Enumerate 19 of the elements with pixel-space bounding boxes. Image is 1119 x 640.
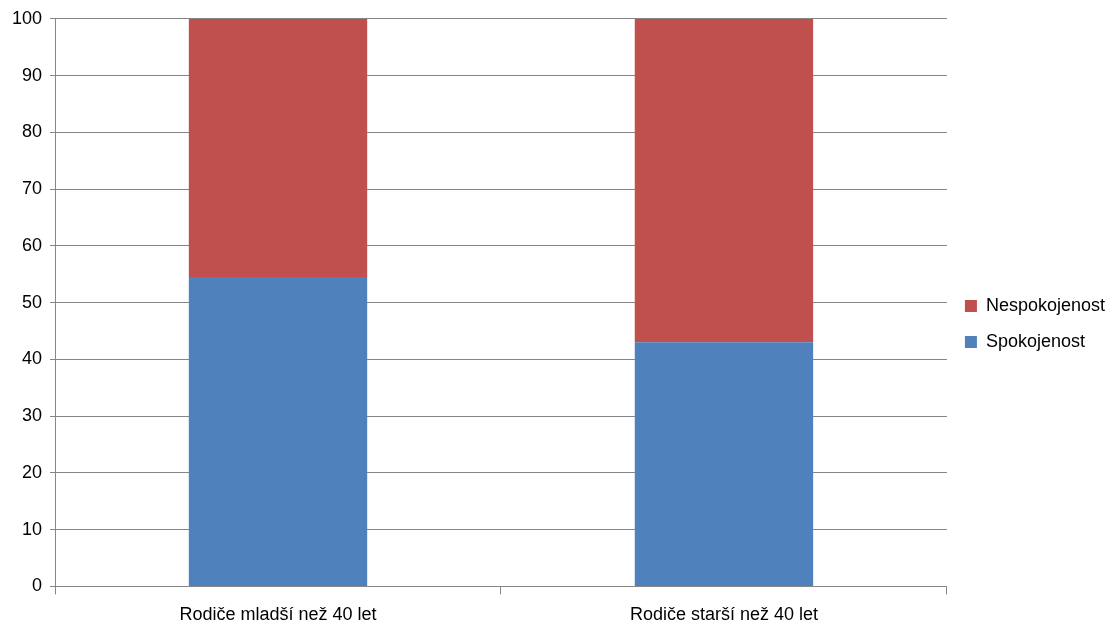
x-tick-label: Rodiče mladší než 40 let [179,604,377,625]
legend-label: Spokojenost [985,330,1085,351]
y-tick-label: 60 [22,234,43,255]
y-tick-label: 0 [32,575,43,596]
y-tick-label: 50 [22,291,43,312]
bar [188,277,368,586]
bar [634,342,814,586]
y-tick-label: 80 [22,121,43,142]
y-tick-label: 20 [22,461,43,482]
legend-label: Nespokojenost [985,294,1105,315]
y-tick-label: 100 [11,7,43,28]
bar [634,18,814,343]
y-tick-label: 40 [22,348,43,369]
x-tick-label: Rodiče starší než 40 let [629,604,819,625]
bar [188,18,368,278]
y-tick-label: 70 [22,178,43,199]
y-tick-label: 10 [22,518,43,539]
y-tick-label: 90 [22,64,43,85]
y-tick-label: 30 [22,405,43,426]
